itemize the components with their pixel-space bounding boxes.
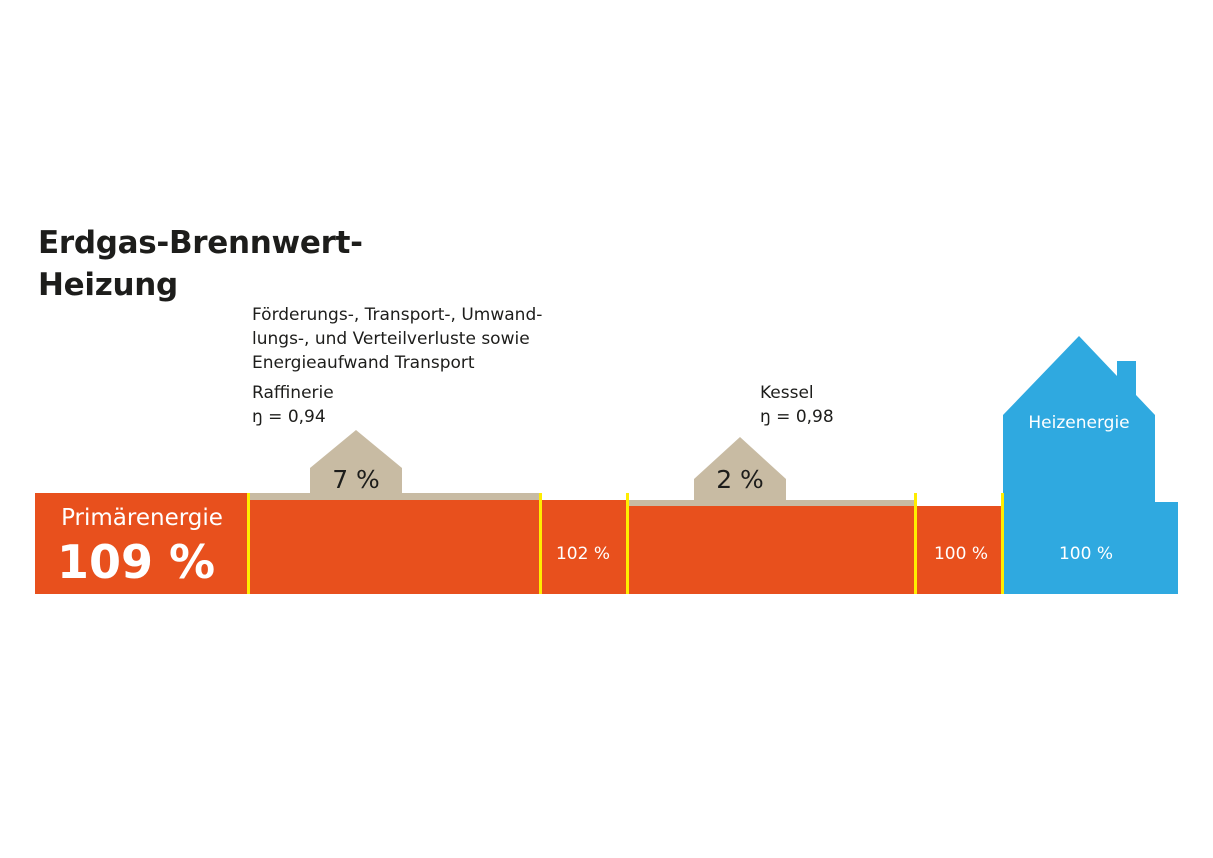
flow-segment-2	[541, 500, 628, 594]
loss-house-raffinerie	[310, 430, 402, 500]
divider-line	[914, 493, 917, 594]
divider-line	[1001, 493, 1004, 594]
stage-name: Kessel	[760, 383, 814, 403]
flow-percent-after-kessel: 100 %	[933, 544, 988, 564]
divider-line	[539, 493, 542, 594]
primary-energy-label: Primärenergie	[61, 505, 223, 531]
page-title: Erdgas-Brennwert- Heizung	[38, 222, 363, 306]
loss-percent-raffinerie: 7 %	[332, 465, 380, 494]
stage-kessel: Kessel ŋ = 0,98	[760, 381, 834, 429]
flow-segment-3	[628, 506, 916, 594]
loss-description-line: lungs-, und Verteilverluste sowie	[252, 329, 530, 349]
title-line: Heizung	[38, 267, 178, 303]
loss-description-line: Förderungs-, Transport-, Umwand-	[252, 305, 543, 325]
divider-line	[247, 493, 250, 594]
stage-name: Raffinerie	[252, 383, 334, 403]
primary-energy-value: 109 %	[56, 535, 216, 589]
flow-percent-after-raffinerie: 102 %	[555, 544, 610, 564]
heating-energy-label: Heizenergie	[1028, 413, 1130, 433]
loss-house-kessel	[694, 437, 786, 506]
heating-energy-percent: 100 %	[1058, 544, 1113, 564]
stage-efficiency: ŋ = 0,98	[760, 407, 834, 427]
flow-segment-1	[249, 500, 541, 594]
loss-percent-kessel: 2 %	[716, 465, 764, 494]
flow-segment-4	[916, 506, 1003, 594]
heating-house	[1003, 336, 1178, 594]
divider-line	[626, 493, 629, 594]
loss-description-line: Energieaufwand Transport	[252, 353, 475, 373]
title-line: Erdgas-Brennwert-	[38, 225, 363, 261]
stage-raffinerie: Raffinerie ŋ = 0,94	[252, 381, 334, 429]
primary-energy-block	[35, 493, 249, 594]
stage-efficiency: ŋ = 0,94	[252, 407, 326, 427]
loss-description: Förderungs-, Transport-, Umwand- lungs-,…	[252, 303, 542, 375]
